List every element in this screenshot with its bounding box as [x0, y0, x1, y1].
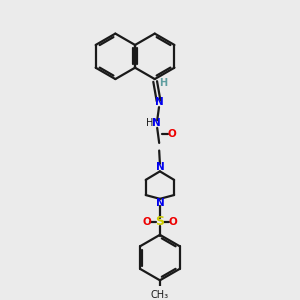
Text: O: O [142, 217, 151, 226]
Text: O: O [169, 217, 178, 226]
Text: N: N [154, 98, 164, 107]
Text: H: H [146, 118, 153, 128]
Text: H: H [159, 78, 167, 88]
Text: S: S [155, 215, 164, 228]
Text: N: N [155, 162, 164, 172]
Text: O: O [167, 130, 176, 140]
Text: CH₃: CH₃ [151, 290, 169, 300]
Text: N: N [152, 118, 161, 128]
Text: N: N [155, 198, 164, 208]
